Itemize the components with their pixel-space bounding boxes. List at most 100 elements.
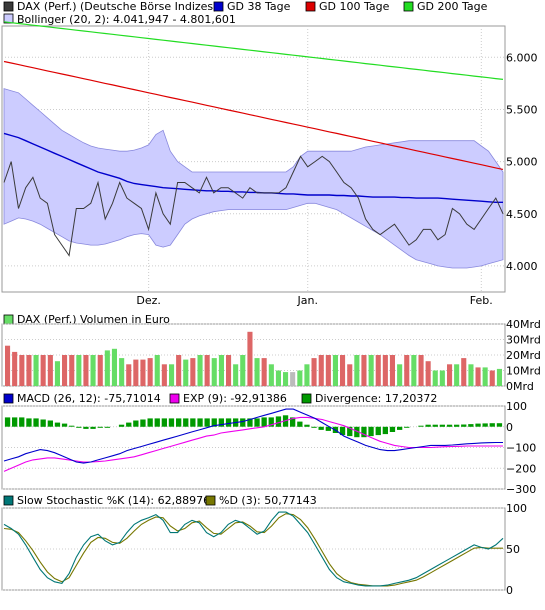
divergence-bar xyxy=(26,418,32,427)
volume-bar xyxy=(439,370,445,386)
divergence-bar xyxy=(425,424,431,427)
volume-bar xyxy=(176,355,182,386)
divergence-bar xyxy=(83,426,89,429)
divergence-bar xyxy=(361,426,367,438)
stoch_panel-legend-label-1: %D (3): 50,77143 xyxy=(219,494,317,507)
divergence-bar xyxy=(339,426,346,436)
volume-bar xyxy=(461,358,467,386)
stoch-y-tick-label: 100 xyxy=(506,502,527,515)
volume-bar xyxy=(304,364,310,386)
divergence-bar xyxy=(439,424,445,427)
macd-line xyxy=(3,408,503,464)
volume-bar xyxy=(375,355,381,386)
divergence-bar xyxy=(254,418,260,427)
divergence-bar xyxy=(154,418,160,427)
volume-bar xyxy=(283,372,289,386)
stoch_panel-legend-swatch-0 xyxy=(3,495,14,506)
price_panel-legend-swatch-4 xyxy=(3,13,14,24)
volume-bar xyxy=(354,355,360,386)
volume-bar xyxy=(33,355,39,386)
volume-bar xyxy=(197,355,203,386)
volume-bar xyxy=(311,358,317,386)
divergence-bar xyxy=(318,426,324,430)
divergence-bar xyxy=(446,424,453,427)
volume-bar xyxy=(12,351,18,386)
volume-bar xyxy=(97,355,103,386)
divergence-bar xyxy=(168,418,175,427)
volume-bar xyxy=(261,358,267,386)
volume-bar xyxy=(233,364,239,386)
price_panel-legend-label-0: DAX (Perf.) (Deutsche Börse Indizes) xyxy=(17,0,217,13)
divergence-bar xyxy=(218,418,224,427)
divergence-bar xyxy=(418,425,424,427)
volume-bar xyxy=(240,355,246,386)
divergence-bar xyxy=(40,419,46,427)
price-x-tick-label: Jan. xyxy=(297,294,318,307)
volume-bar xyxy=(382,355,388,386)
divergence-bar xyxy=(461,424,467,427)
volume-bar xyxy=(297,370,303,386)
divergence-bar xyxy=(104,426,110,428)
divergence-bar xyxy=(33,418,39,427)
divergence-bar xyxy=(161,418,167,427)
volume-bar xyxy=(425,361,431,386)
price-y-tick-label: 5.500 xyxy=(506,103,538,116)
volume-bar xyxy=(411,355,417,386)
volume-bar xyxy=(475,367,481,386)
divergence-bar xyxy=(311,426,317,428)
volume-bar xyxy=(361,355,367,386)
divergence-bar xyxy=(126,422,132,427)
volume-bar xyxy=(190,358,196,386)
dax-price-line xyxy=(3,155,504,257)
divergence-bar xyxy=(197,418,203,427)
volume-bar xyxy=(54,361,60,386)
price_panel-legend-swatch-1 xyxy=(213,1,224,12)
volume-bar xyxy=(133,359,139,386)
divergence-bar xyxy=(240,418,246,427)
volume-bar xyxy=(325,355,331,386)
stoch-y-tick-label: 0 xyxy=(506,584,513,597)
price_panel-legend-label-3: GD 200 Tage xyxy=(417,0,488,13)
volume-bar xyxy=(496,368,502,386)
divergence-bar xyxy=(211,418,217,427)
volume-y-tick-label: 10Mrd xyxy=(506,365,541,378)
volume-y-tick-label: 40Mrd xyxy=(506,318,541,331)
divergence-bar xyxy=(432,424,438,427)
price-y-tick-label: 4.500 xyxy=(506,208,538,221)
volume-bar xyxy=(169,364,175,386)
divergence-bar xyxy=(482,423,488,427)
macd_panel-legend-swatch-2 xyxy=(301,393,312,404)
volume-bar xyxy=(119,358,125,386)
divergence-bar xyxy=(389,426,396,432)
divergence-bar xyxy=(183,418,189,427)
volume-bar xyxy=(104,350,110,386)
divergence-bar xyxy=(90,426,96,429)
volume-bar xyxy=(468,364,474,386)
volume-bar xyxy=(447,364,453,386)
macd-y-tick-label: 100 xyxy=(506,400,527,413)
volume-bar xyxy=(76,355,82,386)
volume-bar xyxy=(90,355,96,386)
volume-bar xyxy=(126,364,132,386)
divergence-bar xyxy=(375,426,381,436)
macd-y-tick-label: −100 xyxy=(506,442,536,455)
divergence-bar xyxy=(496,423,503,427)
volume-bar xyxy=(183,359,189,386)
volume-bar xyxy=(69,355,75,386)
volume-bar xyxy=(218,355,224,386)
volume-bar xyxy=(247,331,253,387)
divergence-bar xyxy=(347,426,353,437)
volume-bar xyxy=(211,358,217,386)
volume-bar xyxy=(368,355,374,386)
divergence-bar xyxy=(454,424,460,427)
price_panel-legend-label-4: Bollinger (20, 2): 4.041,947 - 4.801,601 xyxy=(17,13,236,26)
volume-bar xyxy=(62,355,68,386)
divergence-bar xyxy=(190,418,196,427)
price-y-tick-label: 6.000 xyxy=(506,51,538,64)
divergence-bar xyxy=(225,418,232,427)
divergence-bar xyxy=(475,423,481,427)
volume-bar xyxy=(268,364,274,386)
divergence-bar xyxy=(147,418,153,427)
volume-bar xyxy=(489,370,495,386)
volume-y-tick-label: 30Mrd xyxy=(506,334,541,347)
